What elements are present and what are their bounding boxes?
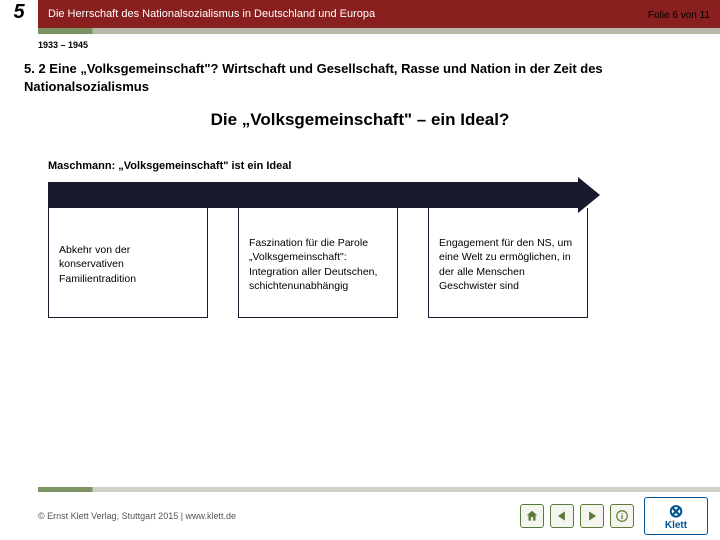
info-box-2-text: Faszination für die Parole „Volksgemeins… (249, 236, 387, 293)
next-button[interactable] (580, 504, 604, 528)
triangle-left-icon (555, 509, 569, 523)
info-box-3: Engagement für den NS, um eine Welt zu e… (428, 208, 588, 318)
arrow-bar (48, 182, 578, 208)
accent-strip-top (38, 28, 720, 34)
info-boxes-row: Abkehr von der konservativen Familientra… (48, 208, 588, 318)
info-box-3-text: Engagement für den NS, um eine Welt zu e… (439, 236, 577, 293)
info-icon: i (615, 509, 629, 523)
sub-heading: Maschmann: „Volksgemeinschaft" ist ein I… (48, 160, 291, 172)
info-box-1-text: Abkehr von der konservativen Familientra… (59, 243, 197, 286)
nav-controls: i (520, 504, 634, 528)
prev-button[interactable] (550, 504, 574, 528)
svg-text:i: i (621, 512, 624, 521)
footer: © Ernst Klett Verlag, Stuttgart 2015 | w… (0, 492, 720, 540)
logo-knot-icon: ⊗ (668, 502, 683, 520)
home-button[interactable] (520, 504, 544, 528)
logo-text: Klett (665, 520, 687, 531)
info-box-1: Abkehr von der konservativen Familientra… (48, 208, 208, 318)
main-heading: Die „Volksgemeinschaft" – ein Ideal? (0, 110, 720, 130)
slide-counter: Folie 6 von 11 (648, 10, 710, 21)
triangle-right-icon (585, 509, 599, 523)
date-range: 1933 – 1945 (38, 40, 88, 50)
home-icon (525, 509, 539, 523)
chapter-title: Die Herrschaft des Nationalsozialismus i… (48, 8, 375, 20)
copyright-text: © Ernst Klett Verlag, Stuttgart 2015 | w… (38, 511, 520, 521)
publisher-logo[interactable]: ⊗ Klett (644, 497, 708, 535)
chapter-title-bar: Die Herrschaft des Nationalsozialismus i… (38, 0, 720, 28)
info-box-2: Faszination für die Parole „Volksgemeins… (238, 208, 398, 318)
section-title: 5. 2 Eine „Volksgemeinschaft"? Wirtschaf… (24, 60, 696, 95)
chapter-number: 5 (0, 0, 38, 28)
info-button[interactable]: i (610, 504, 634, 528)
